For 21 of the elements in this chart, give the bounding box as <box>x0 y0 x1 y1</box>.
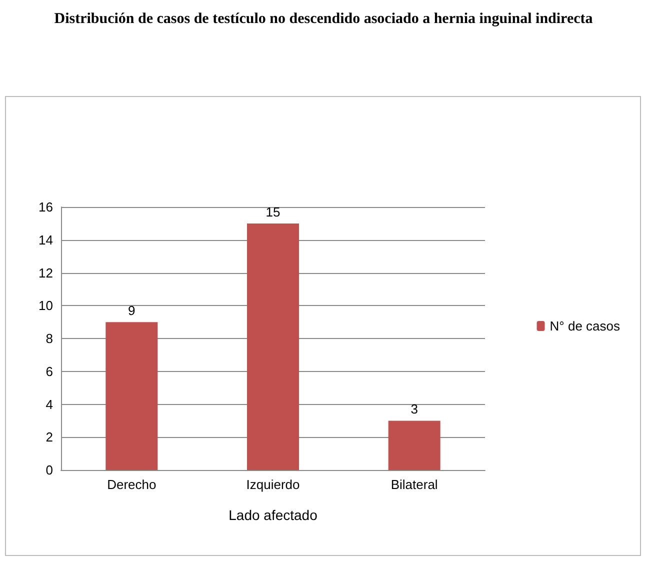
y-tick-label: 8 <box>46 331 53 346</box>
data-label: 9 <box>128 303 136 318</box>
y-tick-label: 6 <box>46 364 53 379</box>
bar <box>247 223 299 470</box>
legend-label: N° de casos <box>550 318 620 334</box>
y-tick-label: 10 <box>38 298 53 314</box>
x-tick-label: Bilateral <box>390 477 438 492</box>
y-tick-label: 12 <box>38 265 53 280</box>
bar <box>106 322 158 470</box>
data-label: 3 <box>410 402 418 417</box>
chart-title: Distribución de casos de testículo no descendido asociado a hernia inguinal indirecta <box>53 10 594 29</box>
x-axis-title: Lado afectado <box>228 507 318 523</box>
y-tick-label: 16 <box>38 200 53 214</box>
x-tick-label: Izquierdo <box>246 477 300 492</box>
y-tick-label: 0 <box>46 462 53 478</box>
y-tick-label: 2 <box>46 430 53 445</box>
x-tick-label: Derecho <box>107 477 156 492</box>
data-label: 15 <box>266 204 280 220</box>
y-tick-label: 4 <box>46 396 53 412</box>
y-tick-label: 14 <box>38 232 53 248</box>
bar <box>388 420 440 470</box>
